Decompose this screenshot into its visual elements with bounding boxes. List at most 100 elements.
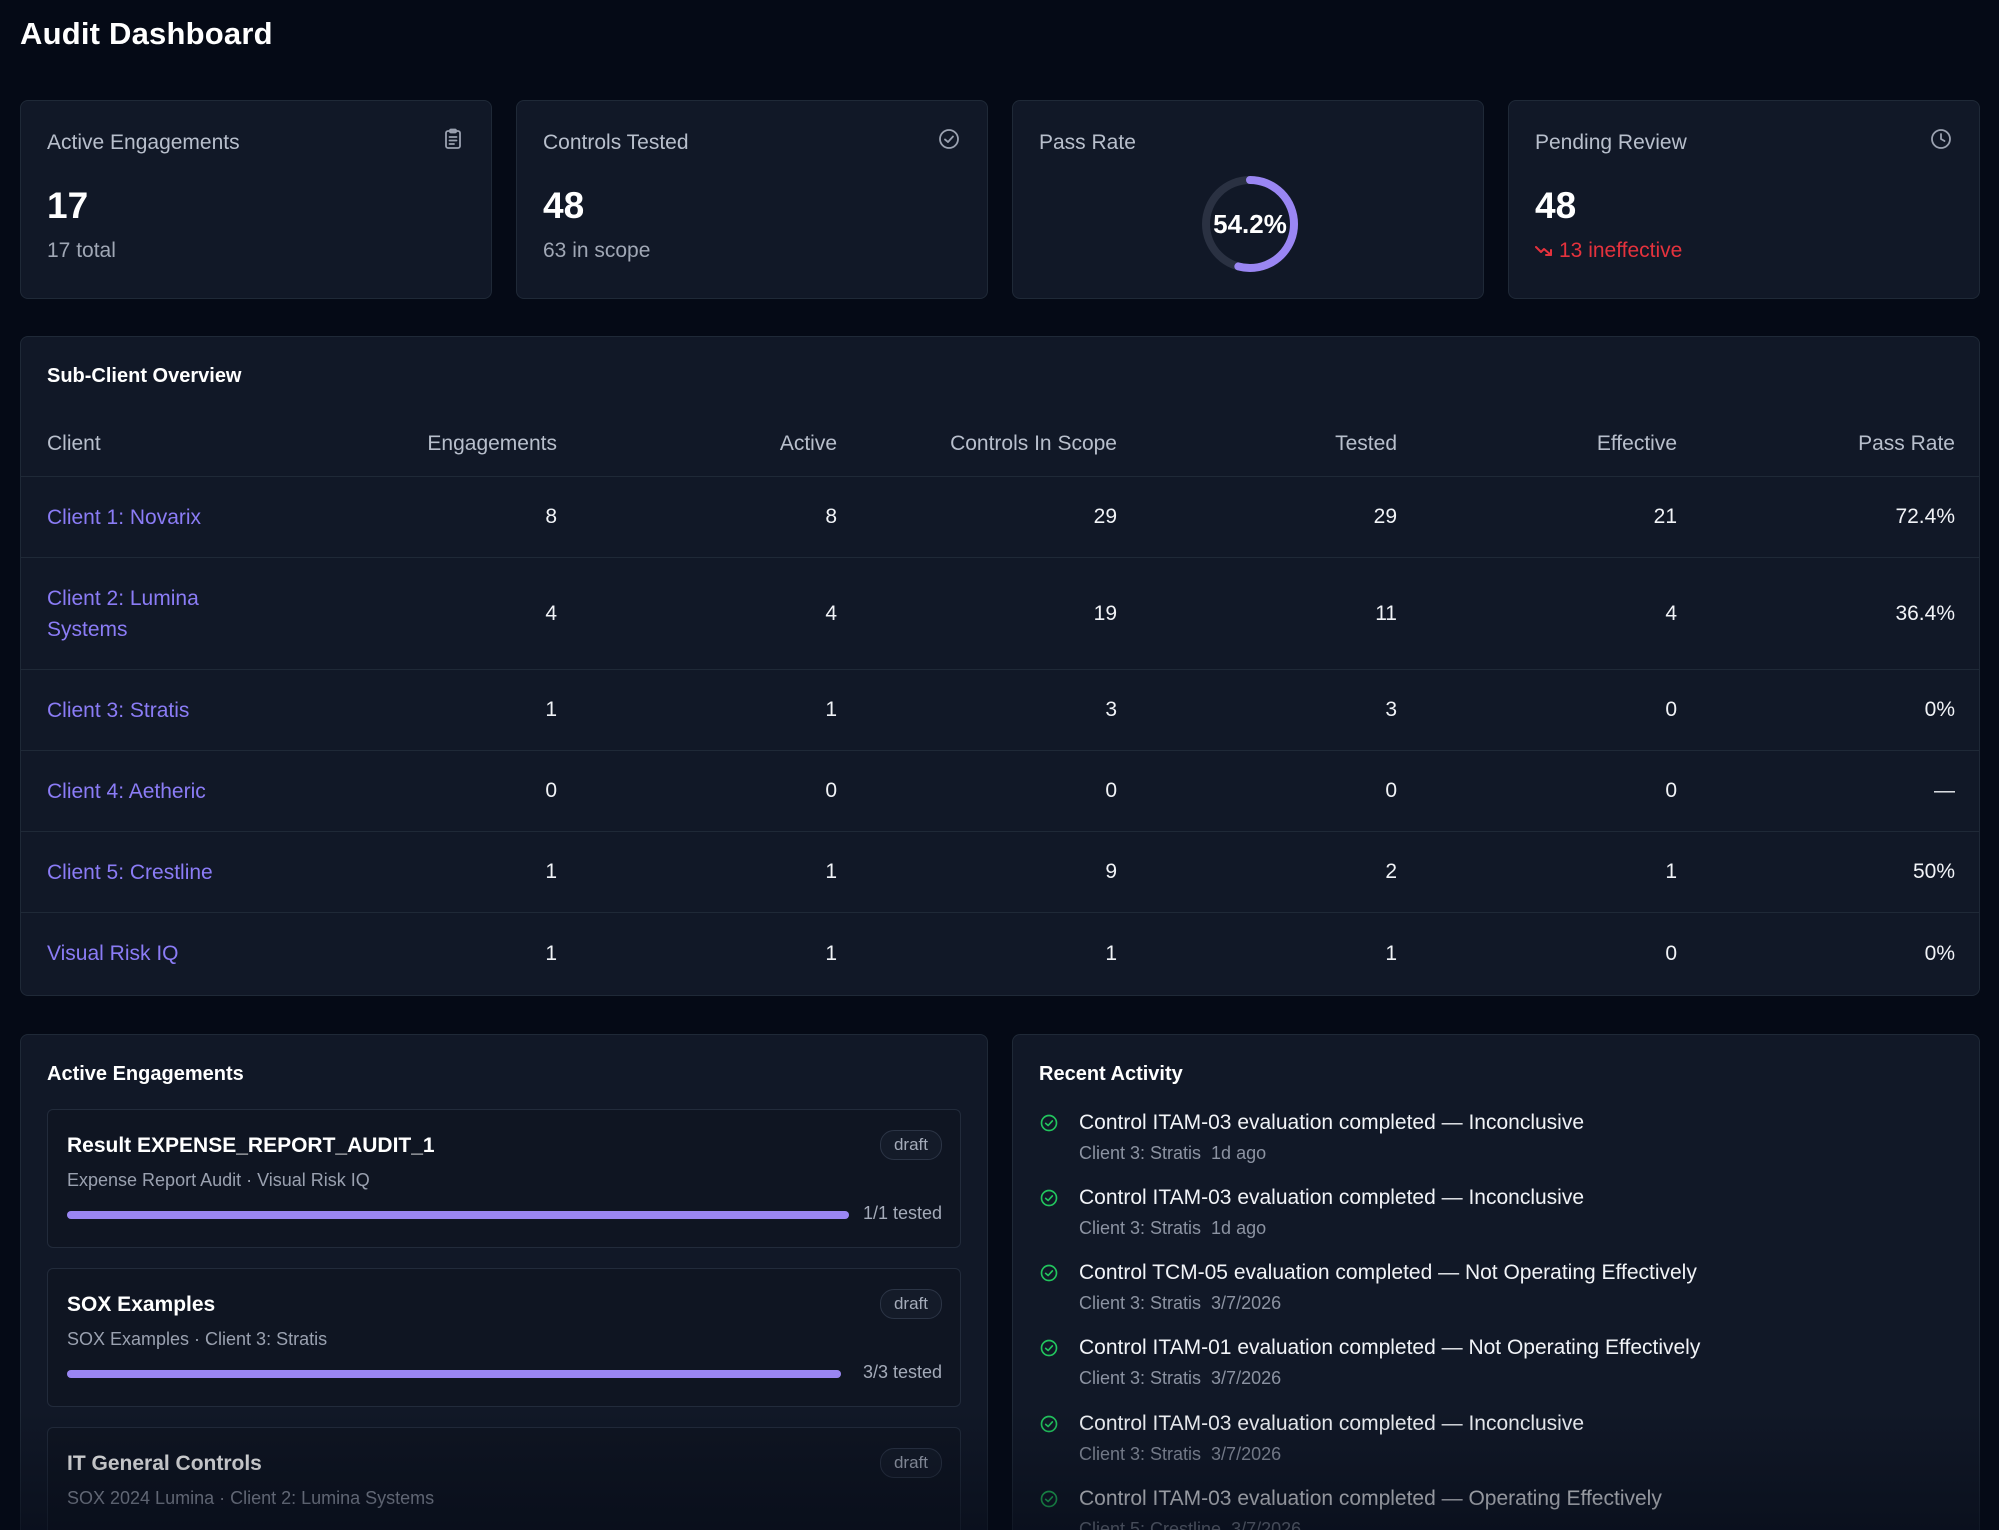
activity-client: Client 3: Stratis: [1079, 1143, 1202, 1163]
controls-in-scope-cell: 19: [1093, 601, 1117, 625]
activity-time: 3/7/2026: [1211, 1368, 1282, 1388]
check-circle-icon: [1040, 1490, 1058, 1508]
sub-client-overview-panel: Sub-Client Overview Client Engagements A…: [20, 336, 1980, 996]
table-header-row: Client Engagements Active Controls In Sc…: [21, 411, 1979, 477]
activity-title: Control ITAM-01 evaluation completed — N…: [1079, 1336, 1701, 1359]
progress-fill: [67, 1211, 849, 1219]
active-cell: 1: [825, 698, 837, 721]
tested-cell: 1: [1385, 941, 1397, 965]
activity-meta: Client 5: Crestline 3/7/2026: [1079, 1519, 1301, 1530]
clock-icon: [1931, 129, 1951, 149]
stat-subtext-warning: 13 ineffective: [1535, 239, 1682, 263]
effective-cell: 0: [1665, 698, 1677, 721]
activity-meta: Client 3: Stratis 3/7/2026: [1079, 1368, 1281, 1389]
client-link[interactable]: Client 3: Stratis: [47, 698, 190, 722]
engagement-name: IT General Controls: [67, 1452, 262, 1475]
active-cell: 4: [825, 601, 837, 625]
table-row: Client 2: Lumina Systems 4 4 19 11 4 36.…: [21, 558, 1979, 670]
effective-cell: 1: [1665, 860, 1677, 883]
engagements-cell: 4: [545, 601, 557, 625]
section-title: Recent Activity: [1039, 1063, 1183, 1085]
engagements-cell: 0: [545, 779, 557, 802]
stat-value: 48: [543, 185, 585, 226]
stat-card-pending-review: Pending Review 48 13 ineffective: [1508, 100, 1980, 299]
effective-cell: 0: [1665, 779, 1677, 802]
client-link[interactable]: Visual Risk IQ: [47, 942, 179, 965]
recent-activity-panel: Recent Activity Control ITAM-03 evaluati…: [1012, 1034, 1980, 1530]
column-header-tested: Tested: [1335, 431, 1397, 455]
client-link[interactable]: Client 5: Crestline: [47, 860, 213, 884]
table-row: Client 1: Novarix 8 8 29 29 21 72.4%: [21, 477, 1979, 558]
active-cell: 1: [825, 860, 837, 883]
pass-rate-cell: 0%: [1924, 698, 1955, 721]
stat-subtext: 63 in scope: [543, 239, 651, 262]
client-link[interactable]: Client 2: Lumina Systems: [47, 586, 199, 641]
tested-cell: 2: [1385, 860, 1397, 883]
status-badge: draft: [879, 1130, 942, 1160]
activity-meta: Client 3: Stratis 3/7/2026: [1079, 1293, 1281, 1314]
stat-label: Pass Rate: [1039, 131, 1136, 154]
check-circle-icon: [1040, 1264, 1058, 1282]
pass-rate-ring: [1202, 176, 1298, 272]
active-cell: 1: [825, 941, 837, 965]
effective-cell: 4: [1665, 601, 1677, 625]
activity-meta: Client 3: Stratis 1d ago: [1079, 1143, 1266, 1164]
controls-in-scope-cell: 1: [1105, 941, 1117, 965]
engagement-name: SOX Examples: [67, 1293, 216, 1316]
stat-label: Controls Tested: [543, 131, 689, 154]
activity-title: Control ITAM-03 evaluation completed — I…: [1079, 1412, 1585, 1435]
table-row: Visual Risk IQ 1 1 1 1 0 0%: [21, 913, 1979, 994]
pass-rate-cell: 50%: [1912, 860, 1955, 883]
engagement-card[interactable]: Result EXPENSE_REPORT_AUDIT_1 draft Expe…: [47, 1109, 961, 1248]
check-circle-icon: [939, 129, 959, 149]
stat-card-controls-tested: Controls Tested 48 63 in scope: [516, 100, 988, 299]
progress-bar: [67, 1370, 841, 1378]
engagement-subtitle: Expense Report Audit · Visual Risk IQ: [67, 1170, 370, 1190]
stat-card-pass-rate: Pass Rate 54.2%: [1012, 100, 1484, 299]
active-cell: 8: [825, 505, 837, 528]
engagement-card[interactable]: IT General Controls draft SOX 2024 Lumin…: [47, 1427, 961, 1530]
section-title: Active Engagements: [47, 1063, 244, 1085]
ineffective-count: 13 ineffective: [1559, 239, 1683, 262]
activity-client: Client 3: Stratis: [1079, 1293, 1202, 1313]
stat-label: Pending Review: [1535, 131, 1687, 154]
engagements-cell: 1: [545, 941, 557, 965]
check-circle-icon: [1040, 1339, 1058, 1357]
check-circle-icon: [1040, 1415, 1058, 1433]
client-link[interactable]: Client 4: Aetheric: [47, 779, 206, 803]
column-header-client: Client: [47, 431, 101, 455]
activity-time: 1d ago: [1211, 1218, 1267, 1238]
section-title: Sub-Client Overview: [47, 365, 242, 387]
engagement-card[interactable]: SOX Examples draft SOX Examples · Client…: [47, 1268, 961, 1407]
controls-in-scope-cell: 0: [1105, 779, 1117, 802]
activity-meta: Client 3: Stratis 3/7/2026: [1079, 1444, 1281, 1465]
trend-down-icon: [1535, 246, 1552, 256]
active-cell: 0: [825, 779, 837, 802]
column-header-effective: Effective: [1596, 431, 1677, 455]
client-link[interactable]: Client 1: Novarix: [47, 505, 202, 529]
column-header-controls-in-scope: Controls In Scope: [950, 431, 1117, 455]
activity-title: Control ITAM-03 evaluation completed — O…: [1079, 1487, 1662, 1510]
effective-cell: 21: [1653, 505, 1677, 528]
pass-rate-arc: [1202, 176, 1298, 272]
table-body: Client 1: Novarix 8 8 29 29 21 72.4% Cli…: [21, 477, 1979, 994]
stat-value: 17: [47, 185, 89, 226]
tested-cell: 0: [1385, 779, 1397, 802]
table-row: Client 4: Aetheric 0 0 0 0 0 —: [21, 751, 1979, 832]
check-circle-icon: [1040, 1189, 1058, 1207]
tested-cell: 29: [1373, 505, 1397, 528]
progress-label: 1/1 tested: [862, 1203, 942, 1223]
activity-title: Control ITAM-03 evaluation completed — I…: [1079, 1186, 1585, 1209]
pass-rate-cell: 36.4%: [1895, 601, 1955, 625]
pass-rate-cell: —: [1934, 779, 1955, 802]
engagement-subtitle: SOX Examples · Client 3: Stratis: [67, 1329, 328, 1349]
sub-client-table: Client Engagements Active Controls In Sc…: [21, 411, 1979, 994]
status-badge: draft: [879, 1448, 942, 1478]
stat-subtext: 17 total: [47, 239, 116, 262]
controls-in-scope-cell: 9: [1105, 860, 1117, 883]
activity-client: Client 3: Stratis: [1079, 1218, 1202, 1238]
engagement-name: Result EXPENSE_REPORT_AUDIT_1: [67, 1134, 435, 1157]
activity-title: Control TCM-05 evaluation completed — No…: [1079, 1261, 1697, 1284]
progress-label: 3/3 tested: [862, 1362, 942, 1382]
activity-meta: Client 3: Stratis 1d ago: [1079, 1218, 1266, 1239]
